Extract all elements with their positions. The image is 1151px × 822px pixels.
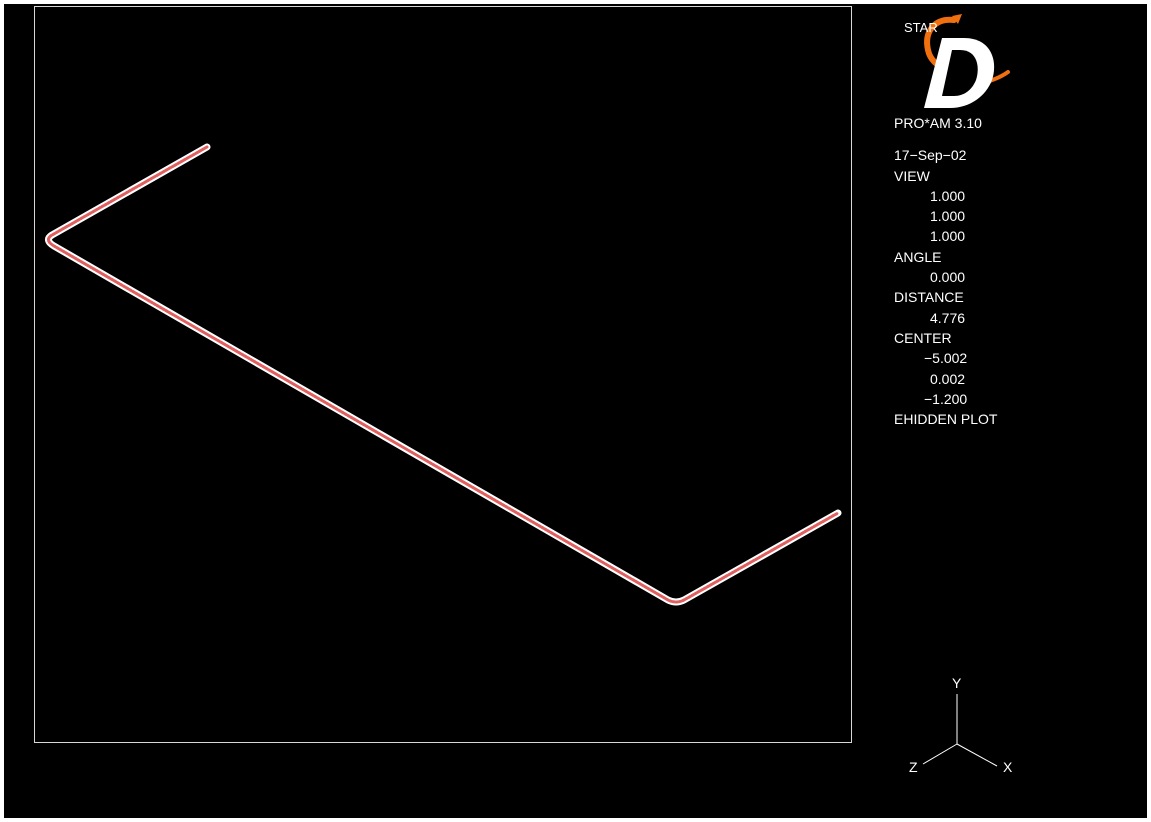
view-value-x: 1.000 [930,187,966,204]
center-label: CENTER [894,329,952,346]
center-value-z: −1.200 [924,390,968,407]
angle-value: 0.000 [930,269,966,286]
view-value-z: 1.000 [930,228,966,245]
pipe-model [45,143,842,606]
pipe-core [47,145,840,604]
info-panel: PRO*AM 3.10 17−Sep−02 VIEW 1.000 1.000 1… [894,113,1094,429]
pipe-outline [45,143,842,606]
axis-z-label: Z [909,759,918,775]
plot-date: 17−Sep−02 [894,147,967,164]
viewport-frame[interactable] [34,6,852,743]
view-label: VIEW [894,167,930,184]
center-value-x: −5.002 [924,350,968,367]
plot-mode: EHIDDEN PLOT [894,411,998,428]
product-version: PRO*AM 3.10 [894,115,982,131]
model-view[interactable] [4,4,1147,818]
axis-x-label: X [1003,759,1013,775]
distance-value: 4.776 [930,309,966,326]
star-cd-logo: STAR [904,14,1010,108]
logo-star-text: STAR [904,20,938,35]
center-value-y: 0.002 [930,370,966,387]
axis-y-label: Y [952,675,962,691]
distance-label: DISTANCE [894,289,964,306]
graphics-window: STAR PRO*AM 3.10 17−Sep−02 VIEW 1.000 1.… [4,4,1147,818]
angle-label: ANGLE [894,248,942,265]
view-value-y: 1.000 [930,208,966,225]
axis-triad: Y X Z [909,675,1013,775]
